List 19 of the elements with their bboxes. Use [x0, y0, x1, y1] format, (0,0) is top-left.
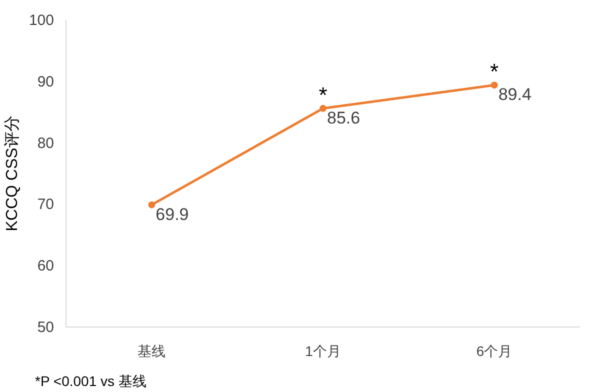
- y-axis-title: KCCQ CSS评分: [3, 116, 21, 232]
- y-tick-label: 70: [37, 196, 54, 214]
- data-label: 85.6: [327, 108, 360, 128]
- y-tick-label: 100: [28, 12, 54, 29]
- y-tick-label: 60: [37, 258, 54, 275]
- text: *P <0.001 vs 基线: [35, 373, 146, 389]
- annotation: *: [318, 82, 328, 108]
- data-label: 89.4: [498, 85, 532, 104]
- point: [320, 104, 326, 112]
- annotation: *: [490, 59, 500, 84]
- point: [148, 201, 156, 208]
- data-label: 69.9: [156, 204, 189, 224]
- x-tick-label: 1个月: [305, 343, 341, 359]
- y-tick-label: 50: [37, 319, 54, 336]
- y-tick-label: 80: [37, 134, 54, 152]
- x-tick-label: 基线: [138, 343, 166, 359]
- y-tick-label: 90: [37, 73, 54, 90]
- x-tick-label: 6个月: [476, 343, 512, 359]
- point: [490, 82, 498, 89]
